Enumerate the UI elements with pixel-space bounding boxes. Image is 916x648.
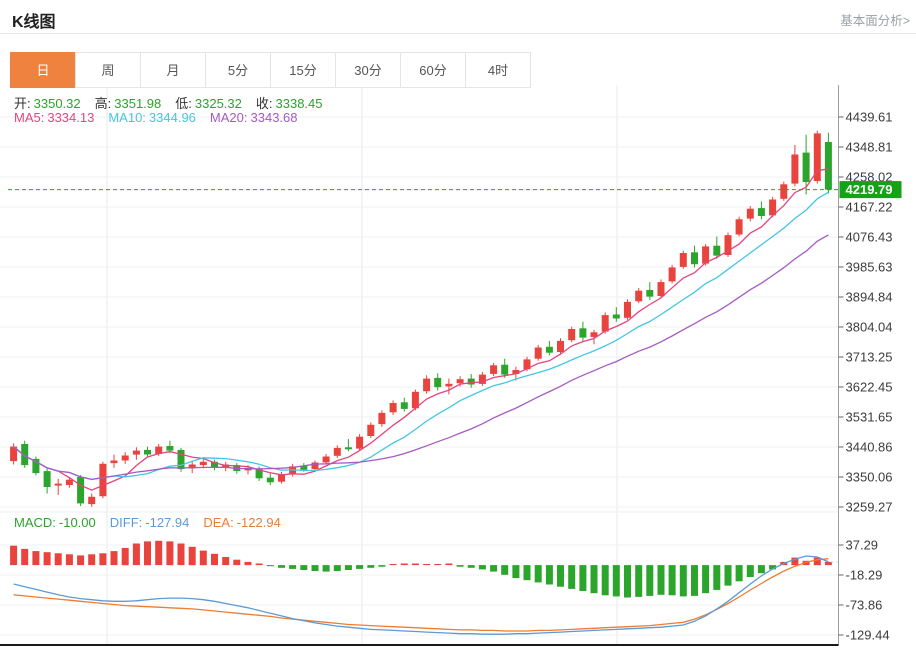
tab-4时[interactable]: 4时 bbox=[465, 52, 531, 88]
indicator-item: DEA: -122.94 bbox=[203, 515, 281, 530]
indicator-item: MACD: -10.00 bbox=[14, 515, 96, 530]
gridlines bbox=[0, 85, 839, 644]
ohlc-info-row: 开: 3350.32 高: 3351.98 低: 3325.32 收: 3338.45 bbox=[14, 93, 337, 112]
tab-15分[interactable]: 15分 bbox=[270, 52, 336, 88]
axis-tick-label: 3804.04 bbox=[846, 320, 893, 335]
axis-tick-label: -129.44 bbox=[846, 628, 890, 643]
indicator-item: DIFF: -127.94 bbox=[109, 515, 190, 530]
indicator-item: 低: 3325.32 bbox=[175, 96, 242, 111]
axis-tick-label: 3985.63 bbox=[846, 260, 893, 275]
ma-info-row: MA5: 3334.13 MA10: 3344.96 MA20: 3343.68 bbox=[14, 110, 312, 125]
axis-tick-label: 3713.25 bbox=[846, 350, 893, 365]
interval-tab-bar: 日周月 5分 15分 30分 60分 4时 bbox=[10, 52, 531, 88]
svg-text:4219.79: 4219.79 bbox=[846, 182, 893, 197]
axis-tick-label: -18.29 bbox=[846, 568, 883, 583]
axis-tick-label: -73.86 bbox=[846, 598, 883, 613]
page-header: K线图 基本面分析> bbox=[0, 0, 916, 34]
indicator-item: 收: 3338.45 bbox=[255, 96, 323, 111]
current-price-badge: 4219.79 bbox=[839, 181, 902, 199]
axis-tick-label: 3531.65 bbox=[846, 410, 893, 425]
axis-tick-label: 4439.61 bbox=[846, 110, 893, 125]
macd-info-row: MACD: -10.00 DIFF: -127.94 DEA: -122.94 bbox=[14, 515, 295, 530]
indicator-item: MA10: 3344.96 bbox=[108, 110, 196, 125]
indicator-item: MA20: 3343.68 bbox=[209, 110, 298, 125]
ma20-line bbox=[13, 234, 829, 481]
axis-tick-label: 3350.06 bbox=[846, 470, 893, 485]
dea-line bbox=[13, 558, 829, 632]
indicator-item: 开: 3350.32 bbox=[14, 96, 81, 111]
tab-60分[interactable]: 60分 bbox=[400, 52, 466, 88]
axis-tick-label: 37.29 bbox=[846, 538, 879, 553]
y-axis: 4439.61 4348.81 4258.02 4167.22 4076.43 3985.… bbox=[838, 85, 893, 645]
tab-5分[interactable]: 5分 bbox=[205, 52, 271, 88]
axis-tick-label: 3440.86 bbox=[846, 440, 893, 455]
indicator-item: 高: 3351.98 bbox=[94, 96, 162, 111]
axis-tick-label: 3259.27 bbox=[846, 500, 893, 515]
fundamental-analysis-link[interactable]: 基本面分析> bbox=[840, 14, 910, 28]
ma5-line bbox=[13, 168, 829, 491]
ma10-line bbox=[13, 191, 829, 481]
indicator-item: MA5: 3334.13 bbox=[14, 110, 95, 125]
page-title: K线图 bbox=[12, 14, 56, 31]
diff-line bbox=[13, 555, 829, 635]
axis-tick-label: 4167.22 bbox=[846, 200, 893, 215]
tab-日[interactable]: 日 bbox=[10, 52, 76, 88]
candles bbox=[10, 130, 832, 507]
tab-周[interactable]: 周 bbox=[75, 52, 141, 88]
macd-histogram bbox=[10, 540, 832, 598]
tab-月[interactable]: 月 bbox=[140, 52, 206, 88]
axis-tick-label: 4348.81 bbox=[846, 140, 893, 155]
tab-30分[interactable]: 30分 bbox=[335, 52, 401, 88]
axis-tick-label: 3894.84 bbox=[846, 290, 893, 305]
axis-tick-label: 4076.43 bbox=[846, 230, 893, 245]
axis-tick-label: 4258.02 bbox=[846, 170, 893, 185]
axis-tick-label: 3622.45 bbox=[846, 380, 893, 395]
